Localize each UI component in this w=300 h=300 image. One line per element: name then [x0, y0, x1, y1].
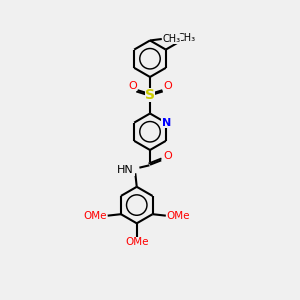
- Text: O: O: [163, 151, 172, 161]
- Text: O: O: [128, 81, 137, 91]
- Text: CH₃: CH₃: [178, 32, 196, 43]
- Text: CH₃: CH₃: [162, 34, 181, 44]
- Text: S: S: [145, 88, 155, 102]
- Text: N: N: [162, 118, 171, 128]
- Text: HN: HN: [117, 165, 134, 175]
- Text: OMe: OMe: [167, 211, 190, 221]
- Text: OMe: OMe: [84, 211, 107, 221]
- Text: OMe: OMe: [125, 238, 148, 248]
- Text: O: O: [163, 81, 172, 91]
